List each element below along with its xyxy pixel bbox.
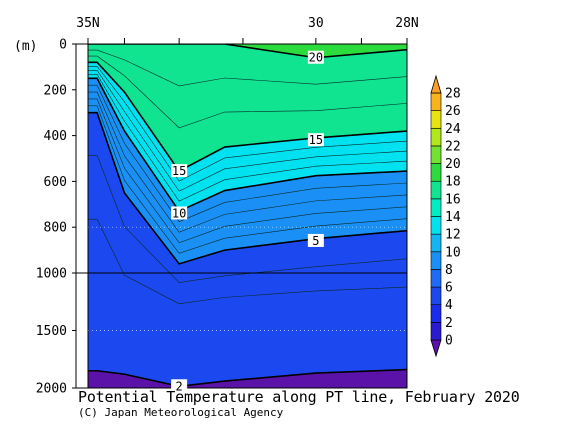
colorbar-seg-10 — [430, 145, 442, 164]
colorbar-label-11: 22 — [445, 139, 461, 154]
x-tick-label-0: 35N — [76, 16, 99, 31]
colorbar-seg-6 — [430, 216, 442, 235]
y-tick-label-0: 0 — [59, 38, 67, 53]
colorbar-seg-13 — [430, 92, 442, 111]
colorbar-seg-0 — [430, 322, 442, 341]
colorbar-label-5: 10 — [445, 245, 461, 260]
thin-contour-2-3 — [88, 105, 407, 254]
colorbar-seg-3 — [430, 269, 442, 288]
thin-contour-1-2 — [88, 74, 407, 202]
contour-label-3: 10 — [172, 206, 186, 220]
contour-labels: 20 15 15 10 5 2 — [171, 50, 324, 393]
y-tick-label-4: 800 — [44, 221, 67, 236]
thin-contour-2-0 — [88, 84, 407, 223]
colorbar-seg-9 — [430, 163, 442, 182]
colorbar-label-7: 14 — [445, 210, 461, 225]
x-tick-label-2: 28N — [395, 16, 418, 31]
colorbar-seg-8 — [430, 180, 442, 200]
colorbar-label-10: 20 — [445, 157, 461, 172]
contour-label-5: 2 — [176, 379, 183, 393]
colorbar-seg-5 — [430, 233, 442, 253]
contour-label-1: 15 — [309, 133, 323, 147]
colorbar-label-0: 0 — [445, 334, 453, 349]
isotherm-t5 — [88, 111, 407, 265]
colorbar-seg-12 — [430, 110, 442, 129]
y-tick-label-5: 1000 — [36, 267, 67, 282]
thin-contour-3-0 — [88, 154, 407, 283]
axes: 35N 30 28N 0 200 400 600 800 1000 1500 2000 (m) — [14, 16, 419, 397]
isotherm-t15 — [88, 61, 407, 173]
contour-label-bg-0 — [307, 50, 324, 64]
contour-label-bg-4 — [307, 233, 324, 247]
colorbar-label-3: 6 — [445, 281, 453, 296]
thin-contour-0-0 — [88, 49, 407, 87]
colorbar-seg-7 — [430, 198, 442, 217]
band-lt2 — [88, 369, 407, 388]
colorbar-seg-1 — [430, 304, 442, 323]
band-10-15 — [88, 62, 407, 212]
colorbar-label-1: 2 — [445, 316, 453, 331]
chart-title: Potential Temperature along PT line, Feb… — [78, 388, 520, 406]
colorbar-label-12: 24 — [445, 122, 461, 137]
plot-frame — [87, 43, 408, 389]
plot-area — [88, 44, 407, 388]
x-tick-label-1: 30 — [308, 16, 324, 31]
thin-contour-2-1 — [88, 91, 407, 233]
y-tick-label-6: 1500 — [36, 324, 67, 339]
isotherm-t10 — [88, 77, 407, 213]
y-tick-label-7: 2000 — [36, 382, 67, 397]
colorbar-under-triangle — [430, 339, 442, 358]
thin-contour-3-1 — [88, 218, 407, 305]
band-15-20 — [88, 44, 407, 172]
y-tick-label-1: 200 — [44, 83, 67, 98]
contour-label-bg-3 — [171, 206, 188, 220]
y-axis-label: (m) — [14, 39, 37, 54]
colorbar-label-9: 18 — [445, 175, 461, 190]
y-tick-label-3: 600 — [44, 175, 67, 190]
colorbar-label-8: 16 — [445, 192, 461, 207]
contour-label-bg-2 — [171, 164, 188, 178]
isotherm-t20 — [88, 44, 407, 59]
chart-credit: (C) Japan Meteorological Agency — [78, 406, 284, 419]
colorbar-label-6: 12 — [445, 228, 461, 243]
contour-label-2: 15 — [172, 164, 186, 178]
colorbar-seg-4 — [430, 251, 442, 270]
band-2-5 — [88, 112, 407, 387]
band-5-10 — [88, 78, 407, 264]
colorbar-seg-11 — [430, 127, 442, 147]
contour-label-4: 5 — [312, 234, 319, 248]
thin-contour-2-2 — [88, 98, 407, 244]
y-tick-label-2: 400 — [44, 129, 67, 144]
colorbar-seg-2 — [430, 286, 442, 306]
contour-label-bg-5 — [171, 379, 188, 393]
colorbar-label-2: 4 — [445, 298, 453, 313]
isotherm-t2 — [88, 368, 407, 388]
contour-label-bg-1 — [307, 133, 324, 147]
contour-label-0: 20 — [309, 51, 323, 65]
colorbar-label-14: 28 — [445, 87, 461, 102]
colorbar-label-4: 8 — [445, 263, 453, 278]
band-gt20 — [88, 44, 407, 58]
thin-contour-1-1 — [88, 70, 407, 192]
thin-contour-1-0 — [88, 66, 407, 182]
colorbar-over-triangle — [430, 74, 442, 94]
thin-contour-0-1 — [88, 55, 407, 129]
colorbar-label-13: 26 — [445, 104, 461, 119]
